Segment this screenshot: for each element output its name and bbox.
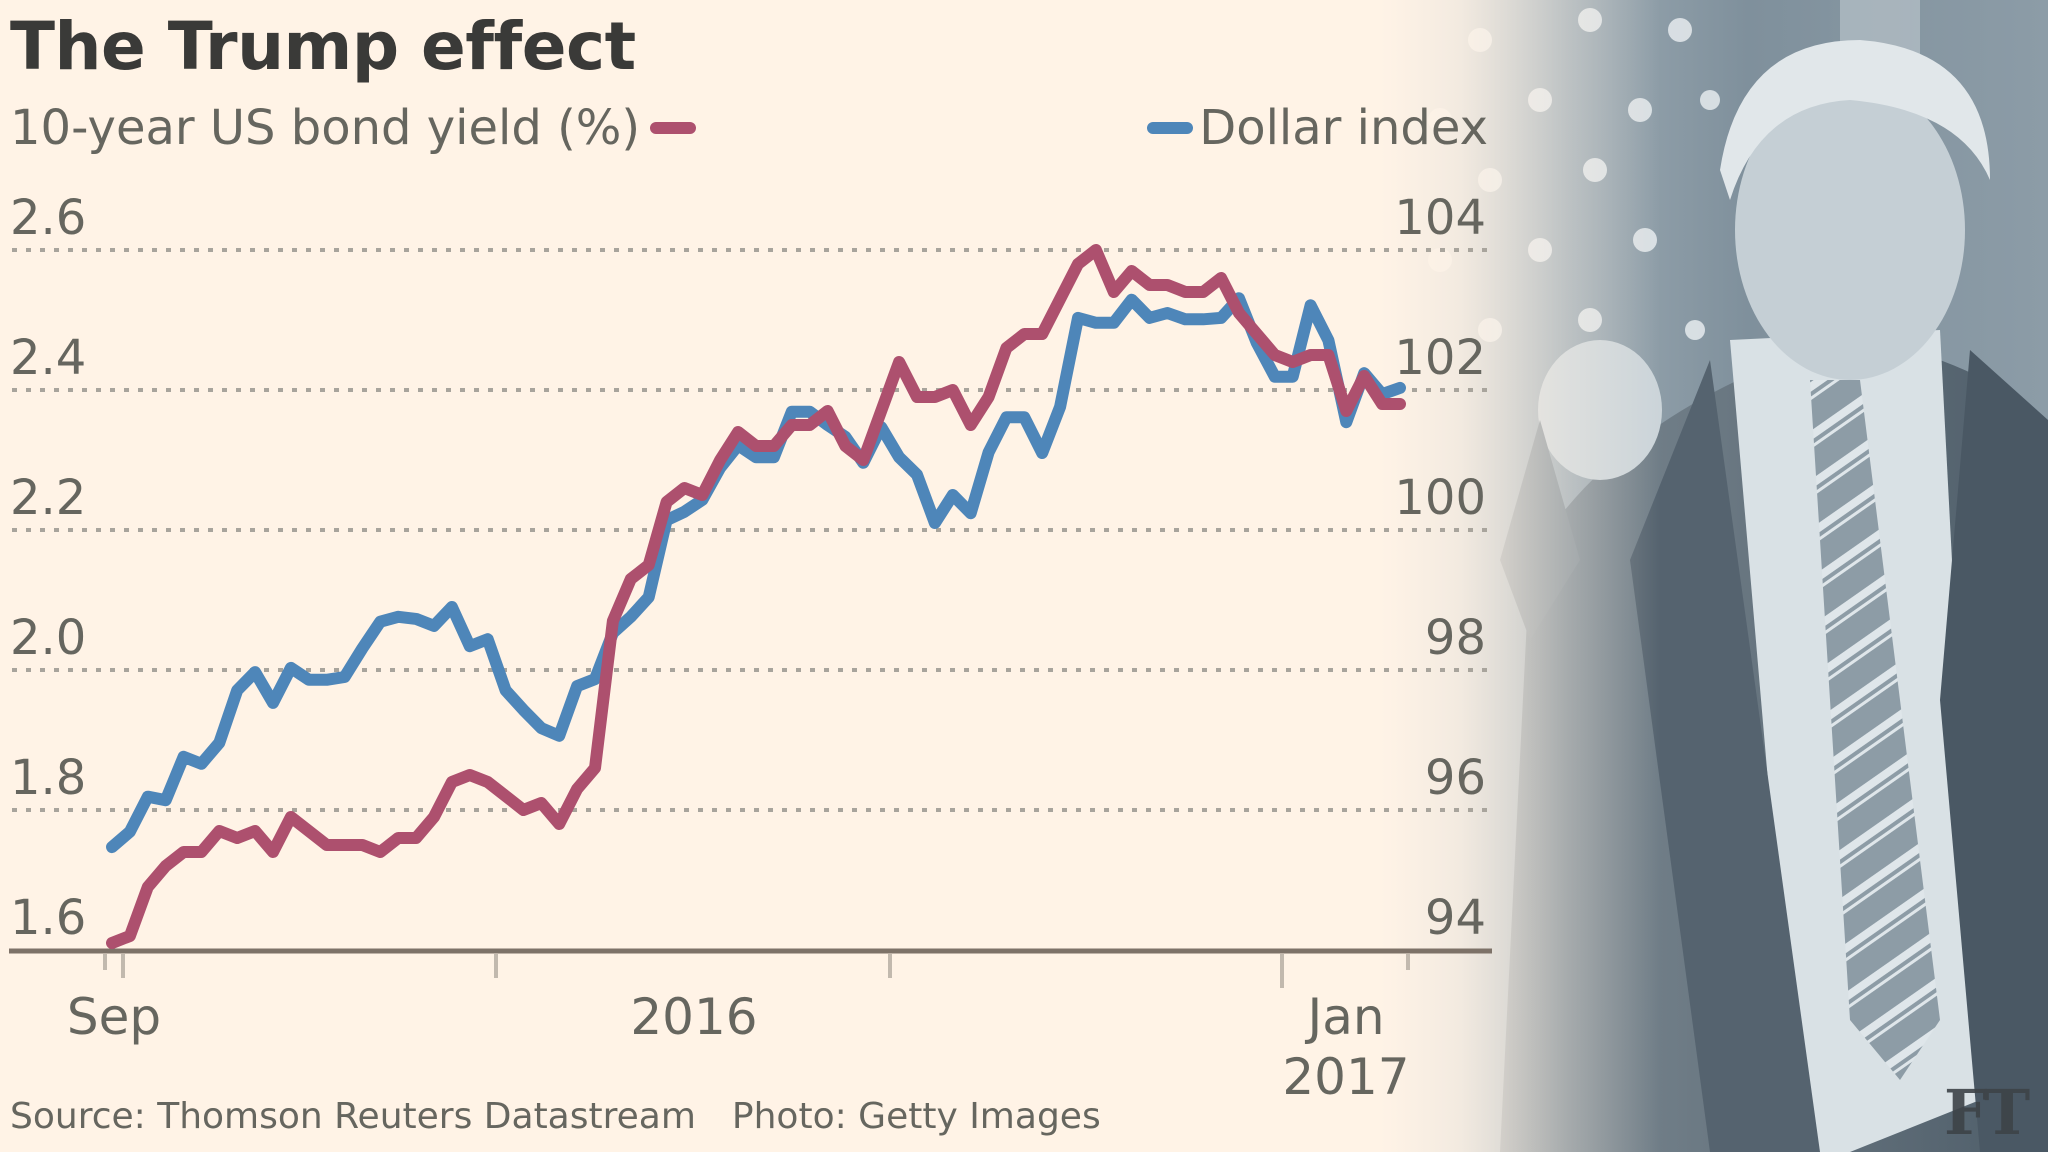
x-axis-ticks [103, 954, 1410, 988]
left-axis-labels: 1.6 1.8 2.0 2.2 2.4 2.6 [10, 190, 86, 946]
x-axis-tick-label: Sep [67, 988, 161, 1046]
bond-yield-line [106, 244, 1406, 949]
gridlines [12, 248, 1488, 812]
left-axis-tick-label: 2.4 [10, 330, 86, 386]
dollar-index-line [106, 292, 1406, 854]
legend-dollar-index-label: Dollar index [1199, 100, 1488, 156]
right-axis-tick-label: 100 [1394, 470, 1486, 526]
legend-bond-yield-swatch [650, 122, 697, 134]
x-axis-tick-label: Jan [1304, 988, 1384, 1046]
series-lines [106, 244, 1406, 949]
chart-title: The Trump effect [10, 8, 636, 85]
legend-bond-yield-label: 10-year US bond yield (%) [10, 100, 641, 156]
legend-dollar-index-swatch [1147, 122, 1194, 134]
photo-fade [1380, 0, 2048, 1152]
source-note: Source: Thomson Reuters Datastream [10, 1096, 696, 1137]
footer: Source: Thomson Reuters Datastream Photo:… [10, 1096, 1101, 1137]
right-axis-labels: 94 96 98 100 102 104 [1394, 190, 1486, 946]
photo-trump [1380, 0, 2048, 1152]
right-axis-tick-label: 102 [1394, 330, 1486, 386]
left-axis-tick-label: 2.2 [10, 470, 86, 526]
x-axis-tick-sublabel: 2017 [1282, 1048, 1409, 1106]
left-axis-tick-label: 1.6 [10, 890, 86, 946]
legend-dollar-index: Dollar index [1147, 100, 1488, 156]
right-axis-tick-label: 96 [1425, 750, 1486, 806]
right-axis-tick-label: 98 [1425, 610, 1486, 666]
photo-credit: Photo: Getty Images [731, 1096, 1101, 1137]
left-axis-tick-label: 1.8 [10, 750, 86, 806]
left-axis-tick-label: 2.0 [10, 610, 86, 666]
x-axis-tick-label: 2016 [630, 988, 757, 1046]
right-axis-tick-label: 94 [1425, 890, 1486, 946]
ft-logo: FT [1944, 1076, 2030, 1149]
right-axis-tick-label: 104 [1394, 190, 1486, 246]
legend-bond-yield: 10-year US bond yield (%) [10, 100, 697, 156]
left-axis-tick-label: 2.6 [10, 190, 86, 246]
